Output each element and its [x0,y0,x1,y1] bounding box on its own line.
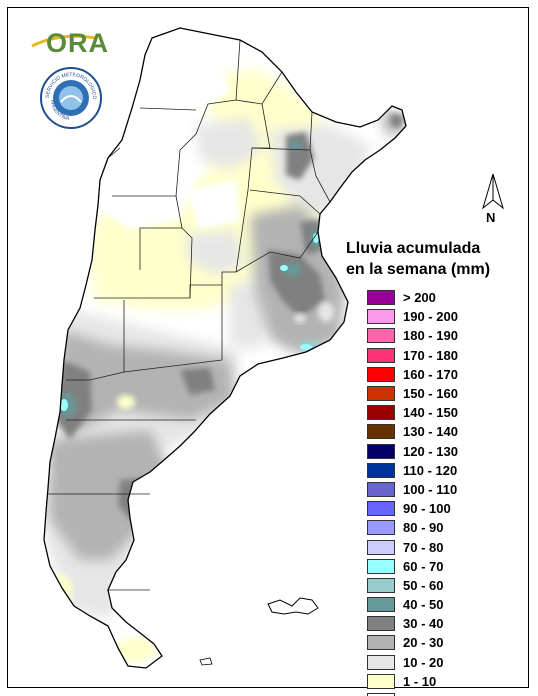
legend-row: 70 - 80 [367,537,458,556]
legend-label: 180 - 190 [403,328,458,344]
legend-label: 90 - 100 [403,501,451,517]
logo-swoosh [31,34,97,48]
north-arrow-icon [482,173,504,210]
legend-label: 50 - 60 [403,577,444,593]
ora-logo: ORA [46,28,109,58]
legend-swatch [367,539,395,555]
legend-row: 140 - 150 [367,403,458,422]
legend-label: 20 - 30 [403,635,444,651]
legend-swatch [367,290,395,306]
figure-frame [7,7,529,688]
smn-seal-logo: SERVICIO METEOROLOGICO NACIONAL ARGENTIN… [39,66,102,129]
legend-row: 150 - 160 [367,384,458,403]
legend-swatch [367,347,395,363]
legend-swatch [367,597,395,613]
legend-swatch [367,424,395,440]
legend-row: 1 - 10 [367,672,458,691]
legend-label: 30 - 40 [403,616,444,632]
legend-title: Lluvia acumulada en la semana (mm) [346,238,526,280]
legend-label: > 200 [403,290,436,306]
legend-row: 20 - 30 [367,633,458,652]
legend-label: 60 - 70 [403,558,444,574]
legend-title-line2: en la semana (mm) [346,261,491,278]
legend-swatch [367,443,395,459]
legend-title-line1: Lluvia acumulada [346,240,481,257]
malvinas-islands [267,597,319,615]
legend-row: 130 - 140 [367,422,458,441]
legend-swatch [367,405,395,421]
legend-row: > 200 [367,288,458,307]
legend-row: 100 - 110 [367,480,458,499]
legend-row: 170 - 180 [367,346,458,365]
legend-label: 160 - 170 [403,366,458,382]
legend-swatch [367,616,395,632]
legend-swatch [367,693,395,696]
legend-row: 40 - 50 [367,595,458,614]
legend-row: 190 - 200 [367,307,458,326]
legend-swatch [367,501,395,517]
legend-row: 110 - 120 [367,461,458,480]
legend-swatch [367,520,395,536]
legend-label: 80 - 90 [403,520,444,536]
legend-label: 140 - 150 [403,405,458,421]
legend-label: 1 - 10 [403,673,437,689]
north-label: N [486,210,496,225]
legend-label: 150 - 160 [403,386,458,402]
legend-row: 30 - 40 [367,614,458,633]
legend-label: 40 - 50 [403,597,444,613]
legend-label: 120 - 130 [403,443,458,459]
legend-swatch [367,558,395,574]
legend-label: 190 - 200 [403,309,458,325]
legend-swatch [367,673,395,689]
legend-row: 90 - 100 [367,499,458,518]
legend-label: 170 - 180 [403,347,458,363]
legend-swatch [367,577,395,593]
legend-row: 0 - 1 [367,691,458,696]
legend: > 200 190 - 200 180 - 190 170 - 180 160 - 17… [367,288,458,696]
legend-swatch [367,462,395,478]
legend-swatch [367,309,395,325]
legend-row: 120 - 130 [367,442,458,461]
legend-swatch [367,654,395,670]
legend-swatch [367,635,395,651]
legend-row: 60 - 70 [367,557,458,576]
legend-swatch [367,366,395,382]
legend-label: 100 - 110 [403,481,458,497]
legend-row: 160 - 170 [367,365,458,384]
legend-row: 50 - 60 [367,576,458,595]
legend-label: 0 - 1 [403,693,429,696]
legend-row: 80 - 90 [367,518,458,537]
legend-label: 10 - 20 [403,654,444,670]
legend-row: 180 - 190 [367,326,458,345]
legend-row: 10 - 20 [367,653,458,672]
legend-label: 110 - 120 [403,462,458,478]
legend-swatch [367,481,395,497]
legend-swatch [367,386,395,402]
legend-swatch [367,328,395,344]
legend-label: 70 - 80 [403,539,444,555]
legend-label: 130 - 140 [403,424,458,440]
